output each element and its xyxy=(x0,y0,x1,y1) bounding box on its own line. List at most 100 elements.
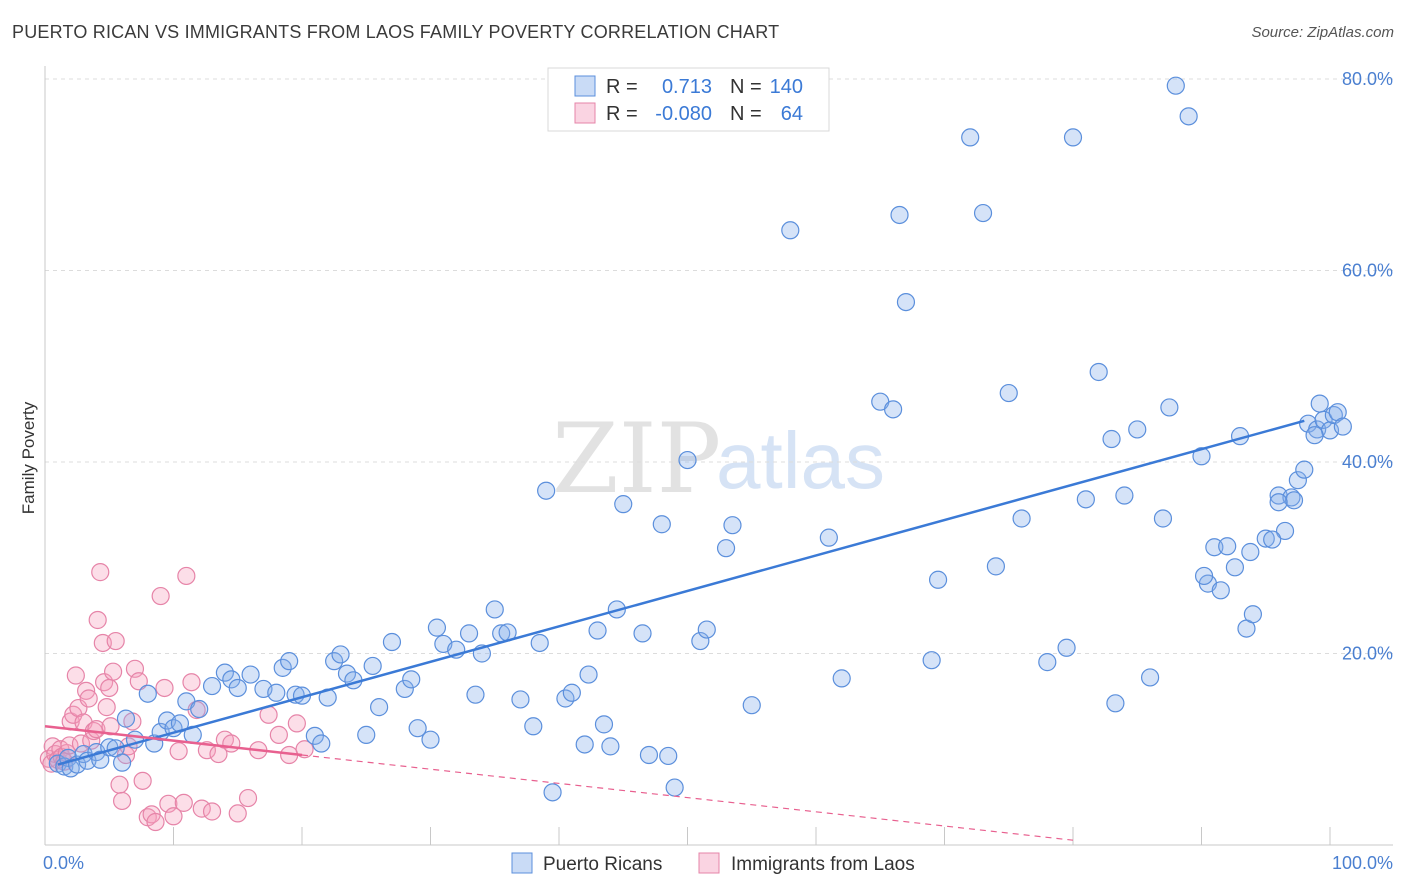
y-axis-label: Family Poverty xyxy=(19,401,38,514)
point-puerto-ricans xyxy=(511,690,530,709)
point-puerto-ricans xyxy=(575,735,594,754)
point-immigrants-from-laos xyxy=(192,799,211,818)
point-immigrants-from-laos xyxy=(202,802,222,821)
point-immigrants-from-laos xyxy=(295,740,314,759)
point-puerto-ricans xyxy=(1211,581,1230,600)
point-puerto-ricans xyxy=(652,515,671,534)
gridlines xyxy=(45,78,1393,654)
point-puerto-ricans xyxy=(241,665,260,684)
point-puerto-ricans xyxy=(665,778,684,797)
point-puerto-ricans xyxy=(537,481,556,500)
point-immigrants-from-laos xyxy=(269,725,288,744)
point-immigrants-from-laos xyxy=(110,775,129,794)
point-immigrants-from-laos xyxy=(112,791,132,811)
point-puerto-ricans xyxy=(890,205,909,225)
point-immigrants-from-laos xyxy=(174,793,193,812)
point-puerto-ricans xyxy=(1333,417,1352,436)
point-puerto-ricans xyxy=(312,734,331,753)
point-puerto-ricans xyxy=(524,717,543,736)
point-puerto-ricans xyxy=(202,676,222,696)
point-puerto-ricans xyxy=(819,528,838,547)
point-puerto-ricans xyxy=(691,631,710,651)
point-puerto-ricans xyxy=(579,665,598,684)
point-puerto-ricans xyxy=(1305,426,1324,445)
y-tick-label: 20.0% xyxy=(1342,644,1393,664)
point-puerto-ricans xyxy=(1102,429,1121,449)
point-puerto-ricans xyxy=(116,709,136,728)
y-tick-label: 60.0% xyxy=(1342,261,1393,281)
point-puerto-ricans xyxy=(832,669,851,688)
x-tick-labels: 0.0% 100.0% xyxy=(43,853,1393,873)
point-puerto-ricans xyxy=(228,678,247,698)
point-puerto-ricans xyxy=(1128,420,1147,439)
point-puerto-ricans xyxy=(1012,509,1031,528)
series-immigrants-from-laos xyxy=(39,563,314,832)
bottom-legend-label-laos: Immigrants from Laos xyxy=(731,854,915,875)
point-puerto-ricans xyxy=(1269,493,1288,512)
point-puerto-ricans xyxy=(1063,128,1083,147)
legend: R = 0.713 N = 140 R = -0.080 N = 64 xyxy=(547,67,830,132)
point-puerto-ricans xyxy=(273,658,292,677)
legend-swatch-blue xyxy=(574,75,596,97)
point-immigrants-from-laos xyxy=(155,678,174,698)
point-puerto-ricans xyxy=(402,670,421,689)
point-immigrants-from-laos xyxy=(169,742,188,761)
point-puerto-ricans xyxy=(325,652,344,671)
x-tick-label-min: 0.0% xyxy=(43,853,84,873)
trendline-immigrants-from-laos-extension xyxy=(301,754,1074,841)
legend-n-value-pink: 64 xyxy=(781,103,803,125)
point-immigrants-from-laos xyxy=(66,666,85,685)
x-tick-label-max: 100.0% xyxy=(1332,853,1393,873)
point-puerto-ricans xyxy=(1140,668,1160,687)
point-puerto-ricans xyxy=(961,128,980,147)
point-puerto-ricans xyxy=(530,633,549,653)
point-immigrants-from-laos xyxy=(228,804,247,823)
point-puerto-ricans xyxy=(408,719,427,738)
point-puerto-ricans xyxy=(678,450,697,470)
point-puerto-ricans xyxy=(1106,694,1125,713)
point-puerto-ricans xyxy=(723,516,742,535)
axes xyxy=(44,66,1393,846)
point-immigrants-from-laos xyxy=(104,662,123,681)
point-puerto-ricans xyxy=(331,645,350,664)
point-immigrants-from-laos xyxy=(164,807,183,826)
point-puerto-ricans xyxy=(370,698,389,717)
point-puerto-ricans xyxy=(588,621,607,640)
legend-r-value-pink: -0.080 xyxy=(655,103,712,125)
point-immigrants-from-laos xyxy=(287,714,306,733)
point-puerto-ricans xyxy=(267,683,286,702)
point-immigrants-from-laos xyxy=(151,586,170,606)
point-immigrants-from-laos xyxy=(100,678,119,698)
point-puerto-ricans xyxy=(594,715,614,734)
point-puerto-ricans xyxy=(1299,414,1318,433)
legend-r-value-blue: 0.713 xyxy=(662,76,712,98)
point-puerto-ricans xyxy=(215,663,234,682)
point-puerto-ricans xyxy=(986,557,1006,576)
point-puerto-ricans xyxy=(633,624,652,643)
point-puerto-ricans xyxy=(973,203,993,223)
point-puerto-ricans xyxy=(716,539,736,558)
point-puerto-ricans xyxy=(1205,538,1224,557)
point-puerto-ricans xyxy=(1256,529,1275,548)
point-puerto-ricans xyxy=(1284,491,1304,510)
point-puerto-ricans xyxy=(543,783,562,802)
point-immigrants-from-laos xyxy=(97,698,116,717)
point-puerto-ricans xyxy=(614,495,633,514)
point-puerto-ricans xyxy=(1179,107,1198,126)
point-puerto-ricans xyxy=(999,383,1018,403)
legend-r-label-blue: R = xyxy=(606,76,638,98)
point-puerto-ricans xyxy=(363,656,382,676)
point-puerto-ricans xyxy=(382,632,402,652)
legend-n-value-blue: 140 xyxy=(770,76,803,98)
point-immigrants-from-laos xyxy=(177,566,196,586)
point-immigrants-from-laos xyxy=(238,788,258,808)
point-immigrants-from-laos xyxy=(106,631,125,651)
y-tick-label: 40.0% xyxy=(1342,452,1393,472)
point-puerto-ricans xyxy=(91,750,110,769)
point-puerto-ricans xyxy=(1295,460,1314,479)
point-puerto-ricans xyxy=(742,696,761,715)
point-puerto-ricans xyxy=(459,624,479,643)
y-tick-label: 80.0% xyxy=(1342,69,1393,89)
legend-n-label-pink: N = xyxy=(730,103,762,125)
point-puerto-ricans xyxy=(562,683,581,702)
